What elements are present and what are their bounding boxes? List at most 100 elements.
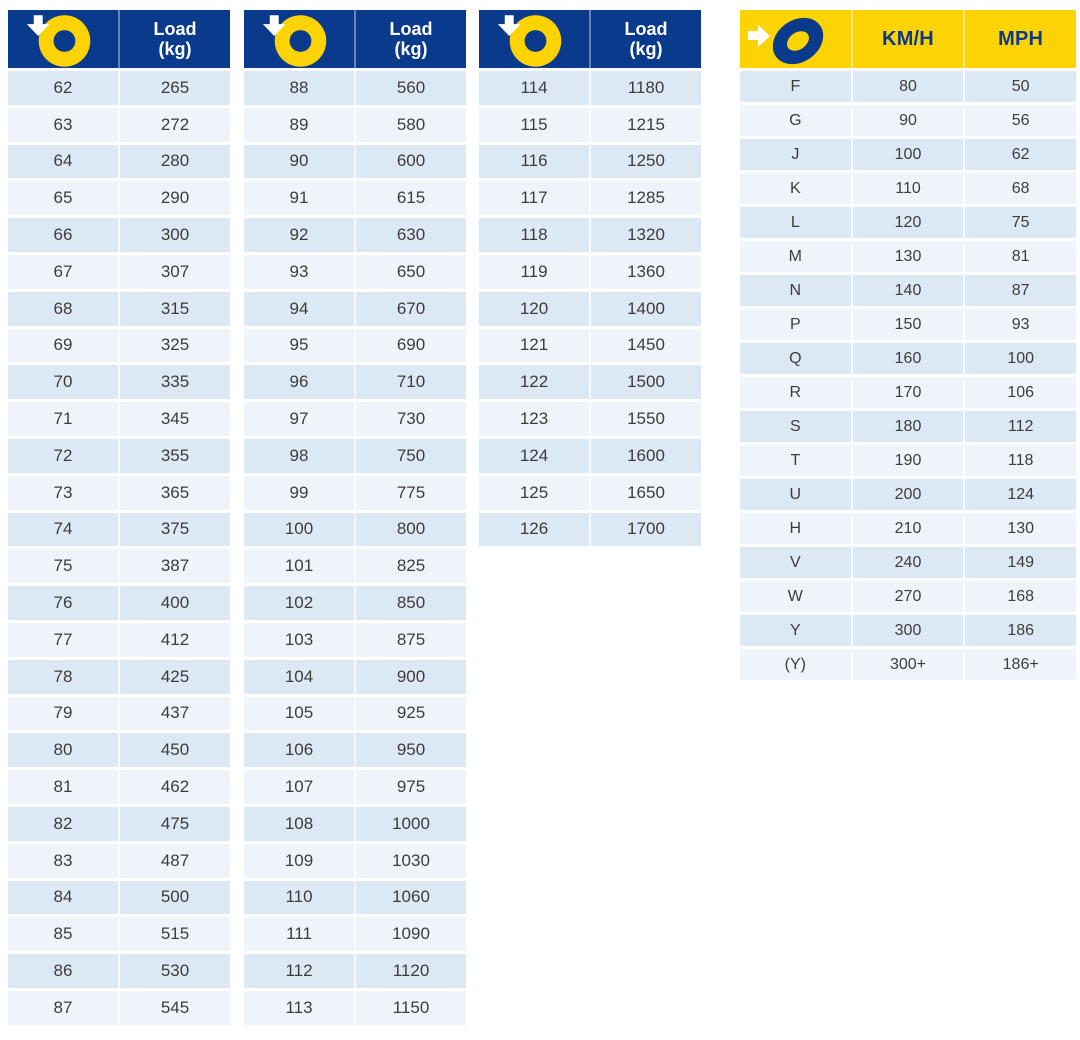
table-cell: 690: [354, 328, 466, 363]
table-cell: 87: [53, 997, 73, 1017]
load-table-3-body: 114 1180 115 1215 116 1250 117 1285 118 1320 119 13…: [479, 71, 701, 547]
table-cell: T: [790, 451, 801, 469]
table-row: 72 355: [8, 438, 230, 473]
table-cell: K: [790, 179, 801, 197]
table-cell: 87: [963, 275, 1076, 306]
table-cell: 76: [53, 593, 73, 613]
table-row: 93 650: [244, 254, 466, 289]
table-row: 94 670: [244, 291, 466, 326]
table-cell: 580: [354, 107, 466, 142]
mph-header-label: MPH: [998, 27, 1044, 50]
table-row: S 180 112: [740, 411, 1076, 442]
tire-load-index-icon: [262, 15, 327, 67]
table-cell: 365: [118, 475, 230, 510]
table-cell: 66: [53, 225, 73, 245]
table-cell: 160: [850, 343, 964, 374]
table-cell: 190: [850, 445, 964, 476]
table-row: 100 800: [244, 512, 466, 547]
table-row: 104 900: [244, 659, 466, 694]
table-row: Q 160 100: [740, 343, 1076, 374]
table-row: 64 280: [8, 144, 230, 179]
table-cell: 100: [850, 139, 964, 170]
table-row: 105 925: [244, 696, 466, 731]
table-cell: 74: [53, 519, 73, 539]
table-row: 123 1550: [479, 402, 701, 436]
table-cell: 600: [354, 144, 466, 179]
table-cell: 126: [519, 519, 549, 539]
table-cell: 80: [850, 71, 964, 102]
table-cell: 72: [53, 445, 73, 465]
table-cell: 123: [519, 409, 549, 429]
table-cell: 150: [850, 309, 964, 340]
table-row: 86 530: [8, 954, 230, 988]
table-cell: 630: [354, 218, 466, 252]
table-cell: H: [789, 519, 802, 537]
table-cell: F: [790, 77, 801, 95]
table-cell: 140: [850, 275, 964, 306]
table-cell: 200: [850, 479, 964, 510]
table-row: 109 1030: [244, 843, 466, 878]
table-cell: 210: [850, 513, 964, 544]
table-cell: 1000: [354, 806, 466, 841]
table-cell: 62: [53, 77, 73, 97]
table-row: 80 450: [8, 733, 230, 768]
header-label-cell: Load (kg): [354, 10, 466, 68]
table-row: 62 265: [8, 71, 230, 105]
table-cell: 530: [118, 954, 230, 988]
load-table-2-header: Load (kg): [244, 10, 466, 68]
table-cell: 1090: [354, 917, 466, 952]
table-row: G 90 56: [740, 105, 1076, 136]
table-cell: 115: [520, 114, 548, 134]
table-cell: 92: [289, 225, 309, 245]
load-table-2-body: 88 560 89 580 90 600 91 615 92 630 93 650 94 670 95 690…: [244, 71, 466, 1025]
table-cell: 91: [289, 188, 309, 208]
table-row: 111 1090: [244, 917, 466, 952]
table-row: 70 335: [8, 365, 230, 400]
table-cell: 412: [118, 622, 230, 657]
table-row: 65 290: [8, 181, 230, 216]
table-row: 90 600: [244, 144, 466, 179]
table-cell: 111: [286, 924, 312, 944]
table-cell: 94: [289, 298, 309, 318]
table-cell: 62: [963, 139, 1076, 170]
table-row: 63 272: [8, 107, 230, 142]
table-cell: L: [790, 213, 800, 231]
table-row: 116 1250: [479, 144, 701, 179]
table-cell: 56: [963, 105, 1076, 136]
table-cell: 437: [118, 696, 230, 731]
table-cell: 124: [519, 445, 549, 465]
down-arrow-icon: [26, 15, 50, 37]
table-cell: 170: [850, 377, 964, 408]
table-cell: 1450: [589, 328, 701, 363]
table-cell: 93: [963, 309, 1076, 340]
table-cell: 487: [118, 843, 230, 878]
table-cell: 710: [354, 365, 466, 400]
table-cell: 325: [118, 328, 230, 363]
table-row: 81 462: [8, 770, 230, 804]
table-cell: M: [788, 247, 802, 265]
table-cell: 119: [520, 261, 548, 281]
table-cell: 117: [520, 188, 548, 208]
header-icon-cell: [740, 10, 851, 68]
header-label-cell: Load (kg): [589, 10, 701, 68]
table-cell: 118: [520, 225, 548, 245]
table-cell: 265: [118, 71, 230, 105]
table-row: 78 425: [8, 659, 230, 694]
table-row: 118 1320: [479, 218, 701, 252]
table-cell: 130: [850, 241, 964, 272]
table-row: 115 1215: [479, 107, 701, 142]
table-cell: R: [789, 383, 802, 401]
table-cell: 103: [284, 629, 314, 649]
table-cell: 78: [53, 666, 73, 686]
table-cell: 108: [284, 813, 314, 833]
table-cell: 462: [118, 770, 230, 804]
mph-header-cell: MPH: [963, 10, 1076, 68]
table-cell: Y: [790, 621, 801, 639]
table-cell: 96: [289, 372, 309, 392]
table-cell: 89: [289, 114, 309, 134]
table-row: 96 710: [244, 365, 466, 400]
down-arrow-icon: [262, 15, 286, 37]
table-cell: 81: [53, 777, 73, 797]
table-cell: J: [791, 145, 800, 163]
table-row: U 200 124: [740, 479, 1076, 510]
